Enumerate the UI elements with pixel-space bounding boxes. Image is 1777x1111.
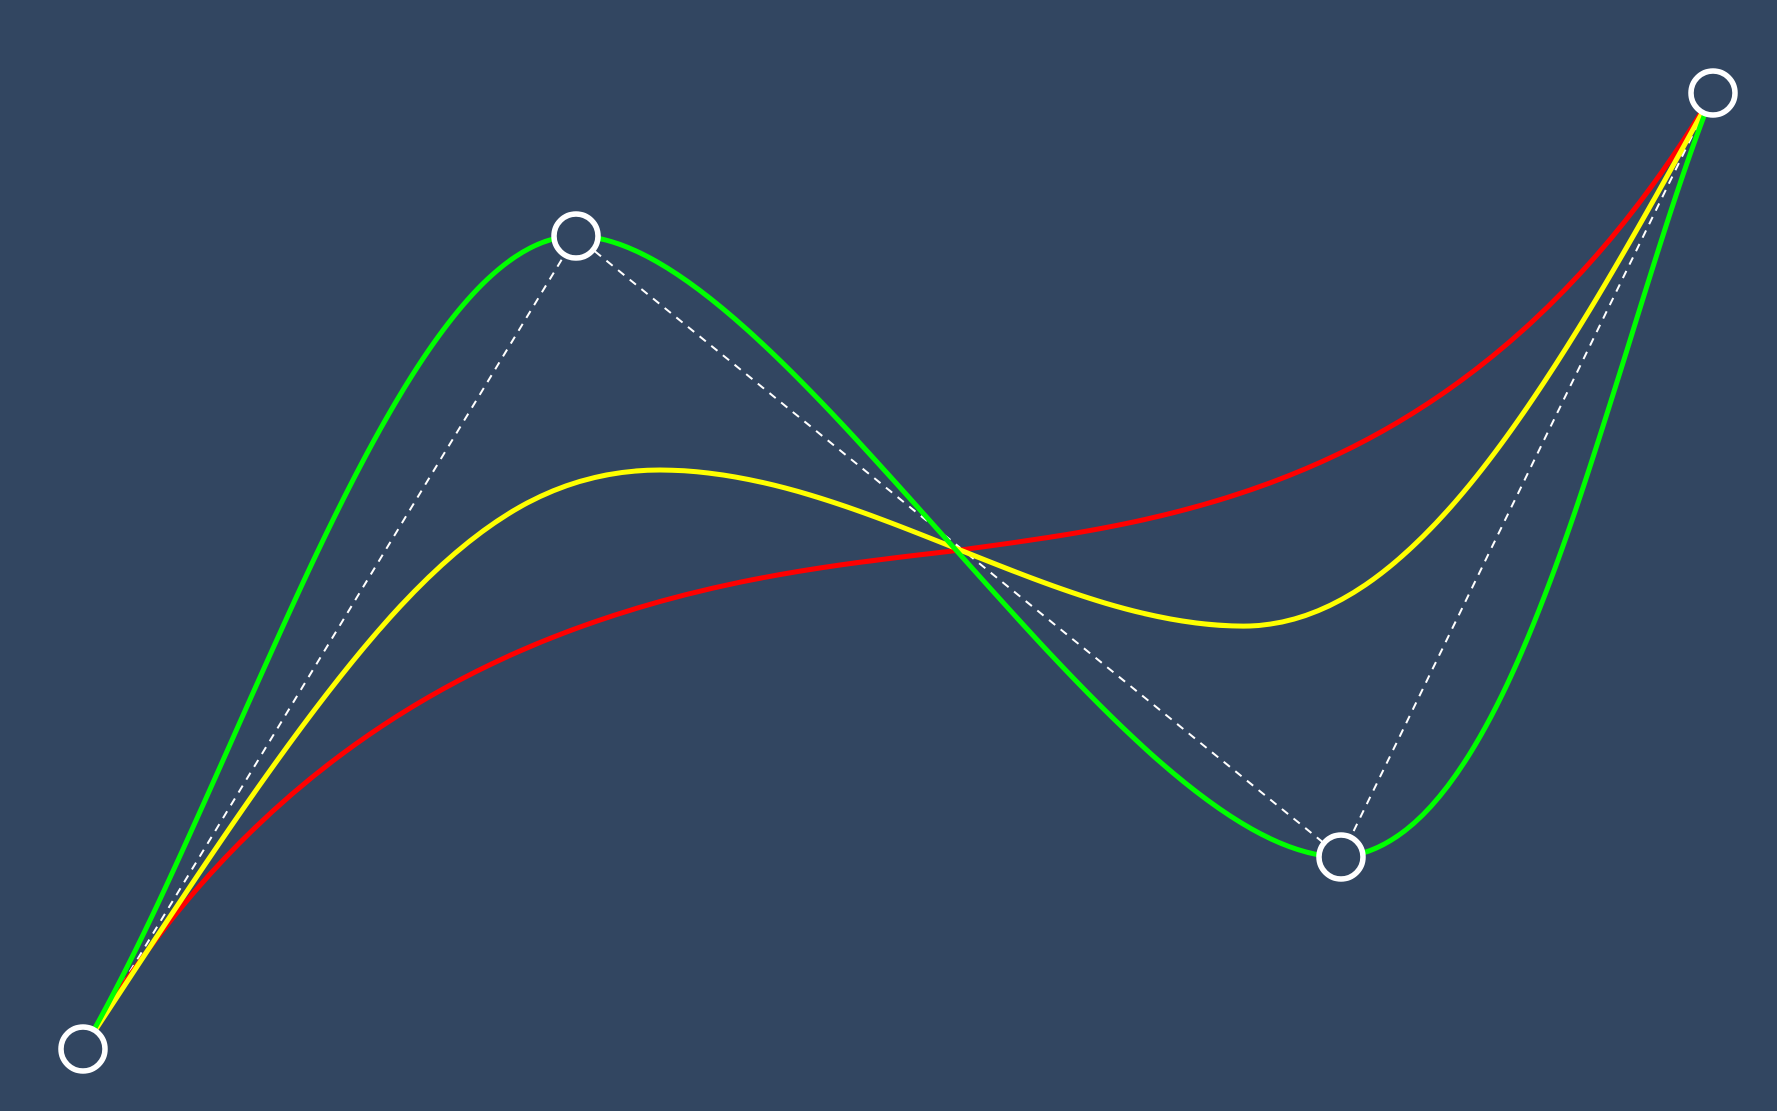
control-polygon xyxy=(82,92,1714,1050)
curve-layer xyxy=(80,90,1716,1052)
control-point-1[interactable] xyxy=(58,1024,108,1074)
control-point-3[interactable] xyxy=(1316,832,1366,882)
control-point-4[interactable] xyxy=(1688,68,1738,118)
curve-yellow xyxy=(80,90,1716,1052)
control-point-2[interactable] xyxy=(551,211,601,261)
curve-green xyxy=(80,90,1716,1052)
control-points xyxy=(58,68,1738,1074)
